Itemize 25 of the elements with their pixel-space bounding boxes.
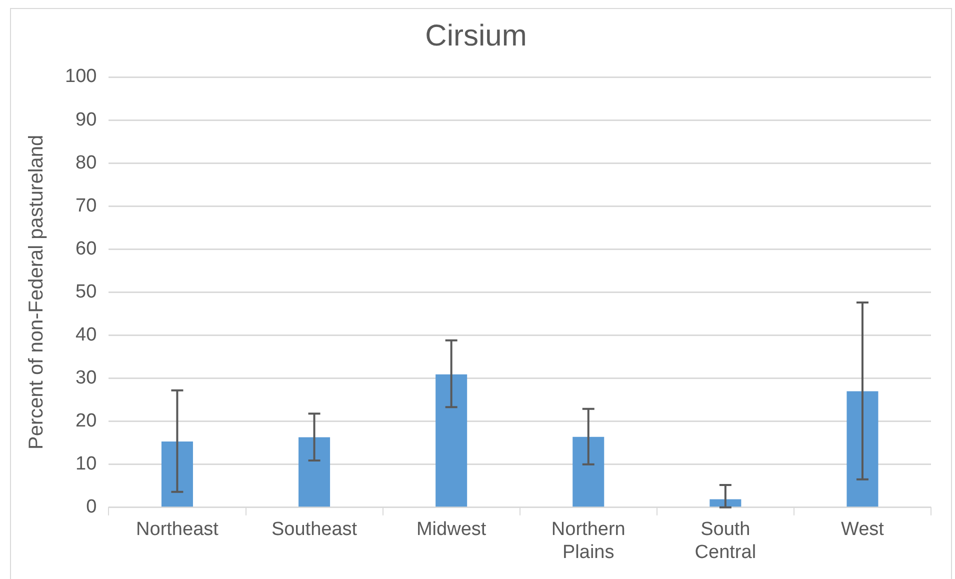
y-tick-label: 40 xyxy=(76,324,97,346)
y-tick-label: 90 xyxy=(76,109,97,130)
bar xyxy=(298,437,330,507)
x-tick-label: Southeast xyxy=(271,519,358,540)
bar xyxy=(436,374,468,507)
y-tick-label: 60 xyxy=(76,238,97,260)
y-tick-label: 50 xyxy=(76,281,97,302)
y-tick-label: 100 xyxy=(65,66,97,88)
y-tick-label: 10 xyxy=(76,454,97,475)
chart-title: Cirsium xyxy=(425,19,527,52)
x-tick-label: West xyxy=(841,519,885,540)
y-tick-label: 80 xyxy=(76,152,97,174)
x-tick-label: Midwest xyxy=(416,519,487,540)
x-tick-label: South Central xyxy=(694,519,756,563)
x-tick-label: Northern Plains xyxy=(551,519,626,563)
y-tick-label: 0 xyxy=(86,496,97,518)
y-tick-label: 30 xyxy=(76,368,97,389)
y-tick-label: 70 xyxy=(76,195,97,216)
bar xyxy=(161,442,193,507)
bar xyxy=(710,499,742,507)
bar xyxy=(572,436,604,507)
y-axis-title: Percent of non-Federal pastureland xyxy=(26,134,48,450)
bar xyxy=(846,391,878,507)
x-tick-label: Northeast xyxy=(136,519,220,540)
y-tick-label: 20 xyxy=(76,410,97,432)
